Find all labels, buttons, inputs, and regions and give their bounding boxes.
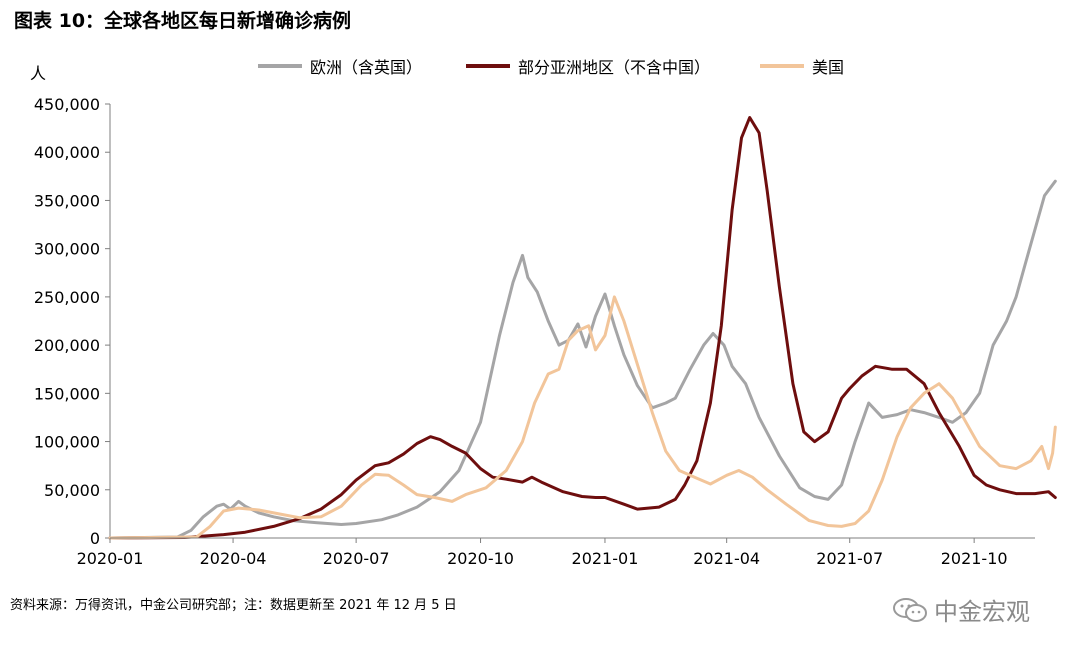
series-line-usa xyxy=(108,295,1057,540)
legend-label-europe: 欧洲（含英国） xyxy=(310,58,423,77)
legend-item-asia: 部分亚洲地区（不含中国） xyxy=(466,54,710,78)
legend-swatch-europe xyxy=(258,64,302,68)
series-line-europe xyxy=(108,179,1057,540)
legend-swatch-usa xyxy=(760,64,804,68)
legend-label-asia: 部分亚洲地区（不含中国） xyxy=(518,58,711,77)
y-tick-label: 450,000 xyxy=(34,95,100,114)
y-tick-label: 200,000 xyxy=(34,336,100,355)
y-tick-label: 350,000 xyxy=(34,191,100,210)
watermark: 中金宏观 xyxy=(892,592,1030,627)
y-tick-label: 150,000 xyxy=(34,384,100,403)
x-tick-label: 2020-04 xyxy=(200,549,267,568)
x-tick-label: 2020-07 xyxy=(323,549,390,568)
chart-title: 图表 10：全球各地区每日新增确诊病例 xyxy=(14,10,352,32)
y-axis-unit: 人 xyxy=(30,64,47,83)
y-tick-label: 50,000 xyxy=(44,481,100,500)
y-tick-label: 300,000 xyxy=(34,240,100,259)
x-tick-label: 2021-07 xyxy=(816,549,883,568)
watermark-text: 中金宏观 xyxy=(934,598,1030,626)
x-tick-label: 2021-10 xyxy=(941,549,1008,568)
legend-item-europe: 欧洲（含英国） xyxy=(258,54,422,78)
legend-swatch-asia xyxy=(466,64,510,68)
x-tick-label: 2020-10 xyxy=(447,549,514,568)
y-tick-label: 400,000 xyxy=(34,143,100,162)
y-tick-label: 250,000 xyxy=(34,288,100,307)
y-tick-label: 0 xyxy=(90,529,100,548)
y-tick-label: 100,000 xyxy=(34,433,100,452)
legend-item-usa: 美国 xyxy=(760,54,844,78)
wechat-icon xyxy=(893,597,927,622)
source-note: 资料来源：万得资讯，中金公司研究部；注：数据更新至 2021 年 12 月 5 … xyxy=(10,598,457,613)
chart-legend: 欧洲（含英国） 部分亚洲地区（不含中国） 美国 xyxy=(0,54,1080,78)
x-tick-label: 2021-01 xyxy=(572,549,639,568)
x-tick-label: 2020-01 xyxy=(77,549,144,568)
series-line-asia xyxy=(108,116,1057,540)
legend-label-usa: 美国 xyxy=(812,58,845,77)
x-tick-label: 2021-04 xyxy=(693,549,760,568)
